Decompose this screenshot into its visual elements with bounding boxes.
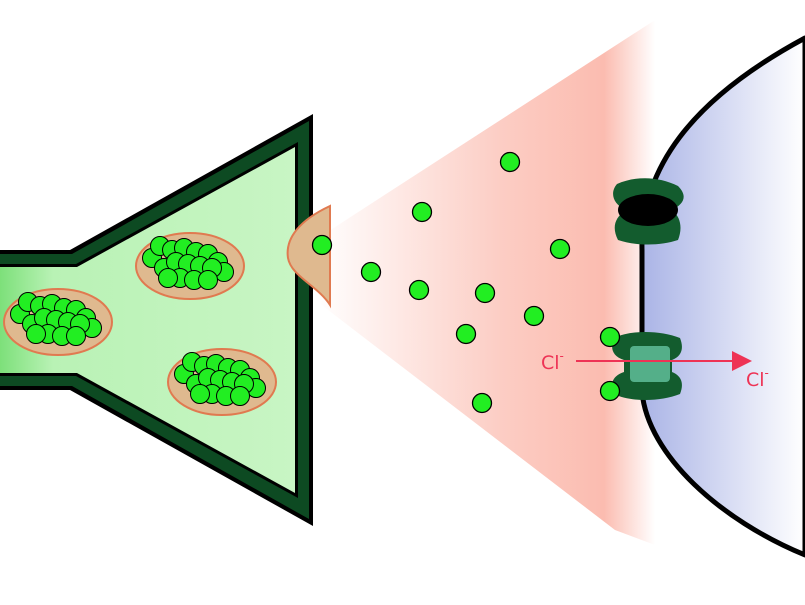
synaptic-vesicle-icon (135, 232, 245, 300)
ion-flow-arrow-icon (576, 351, 752, 371)
exocytosis-bulge (286, 204, 331, 309)
synaptic-vesicle-icon (3, 288, 113, 356)
vesicle-molecule (230, 386, 250, 406)
vesicle-molecule (190, 384, 210, 404)
synaptic-vesicle-icon (167, 348, 277, 416)
neurotransmitter-molecule-icon (455, 323, 477, 345)
neurotransmitter-molecule-icon (311, 234, 333, 256)
vesicle-molecule (158, 268, 178, 288)
receptor-channel-icon (613, 178, 684, 245)
neurotransmitter-molecule-icon (523, 305, 545, 327)
neurotransmitter-molecule-icon (549, 238, 571, 260)
neurotransmitter-molecule-icon (471, 392, 493, 414)
neurotransmitter-molecule-icon (411, 201, 433, 223)
neurotransmitter-molecule-icon (499, 151, 521, 173)
synaptic-cleft (315, 20, 655, 545)
neurotransmitter-molecule-icon (599, 380, 621, 402)
open-receptor-channel-icon (612, 332, 682, 400)
vesicle-molecule (26, 324, 46, 344)
neurotransmitter-molecule-icon (474, 282, 496, 304)
vesicle-molecule (198, 270, 218, 290)
postsynaptic-cell (639, 35, 805, 558)
neurotransmitter-molecule-icon (360, 261, 382, 283)
vesicle-molecule (66, 326, 86, 346)
chloride-ion-label-right: Cl- (746, 366, 769, 391)
neurotransmitter-molecule-icon (599, 326, 621, 348)
neurotransmitter-molecule-icon (408, 279, 430, 301)
chloride-ion-label-left: Cl- (541, 349, 564, 374)
